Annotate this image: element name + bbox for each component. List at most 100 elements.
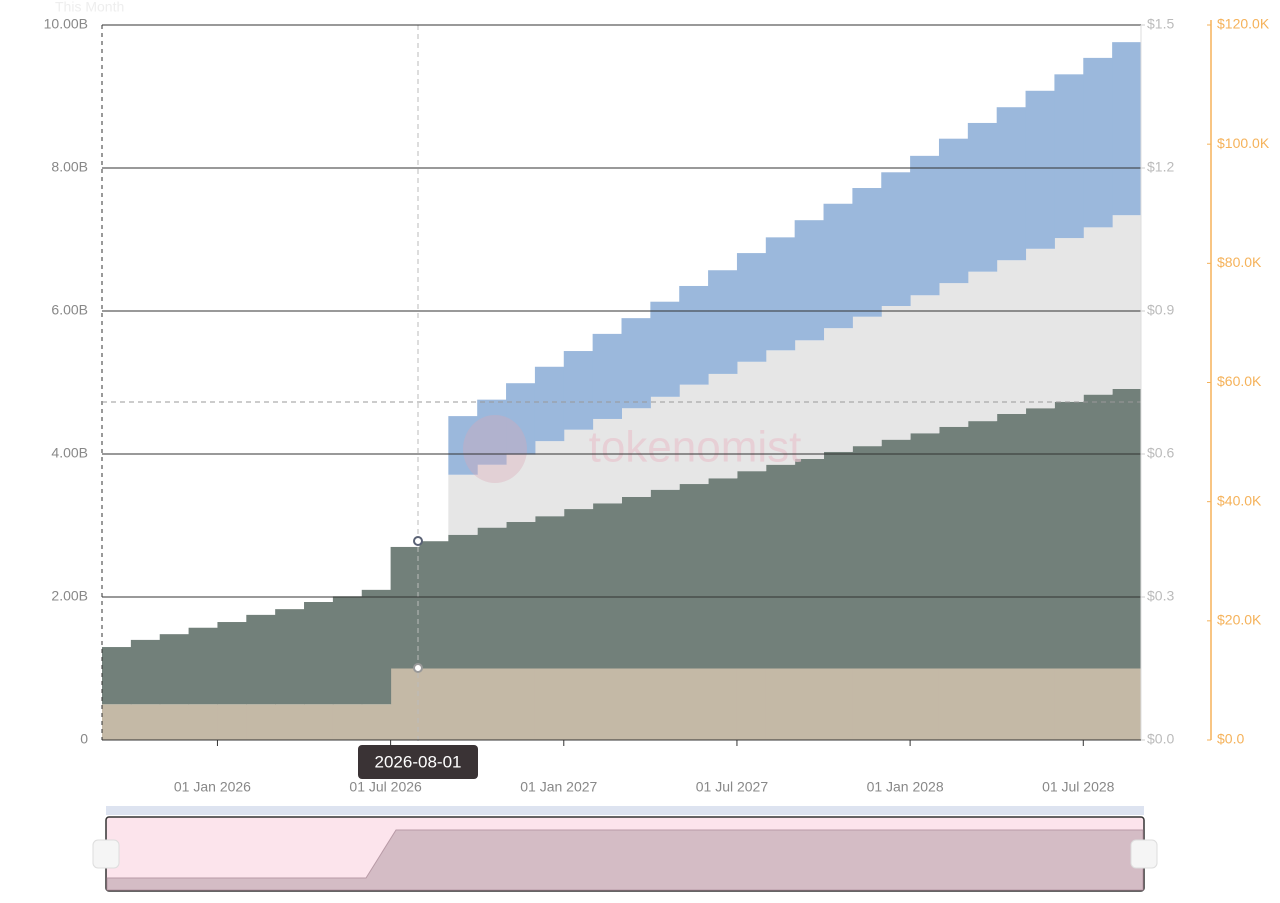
area-step	[736, 471, 767, 669]
area-step	[621, 318, 651, 409]
area-step	[448, 668, 478, 740]
area-step	[881, 172, 911, 306]
area-step	[448, 416, 478, 475]
y2-tick-label: $0.6	[1147, 445, 1174, 461]
area-step	[361, 704, 392, 740]
area-step	[1025, 90, 1055, 249]
area-step	[304, 704, 334, 740]
y-tick-label: 2.00B	[51, 588, 88, 604]
y3-tick-label: $100.0K	[1217, 135, 1270, 151]
slider-handle-right[interactable]	[1130, 839, 1158, 869]
area-step	[910, 668, 940, 740]
area-step	[794, 340, 825, 460]
area-step	[823, 328, 853, 452]
slider-handle-left[interactable]	[92, 839, 120, 869]
area-step	[534, 441, 565, 517]
area-step	[1112, 388, 1142, 669]
area-step	[1054, 401, 1084, 669]
area-step	[852, 188, 882, 317]
area-step	[1054, 238, 1084, 402]
area-step	[823, 451, 853, 669]
area-step	[1112, 215, 1142, 389]
area-step	[881, 439, 911, 669]
area-step	[534, 366, 565, 442]
area-step	[534, 516, 565, 669]
tooltip	[358, 745, 478, 779]
area-step	[506, 454, 536, 522]
area-step	[650, 489, 680, 669]
area-step	[996, 107, 1027, 261]
y3-tick-label: $120.0K	[1217, 16, 1270, 32]
area-step	[621, 496, 651, 669]
area-step	[506, 668, 536, 740]
area-step	[967, 122, 998, 272]
area-step	[765, 237, 796, 351]
x-tick-label: 01 Jul 2027	[696, 779, 769, 795]
hover-point	[413, 663, 423, 673]
area-step	[217, 704, 247, 740]
area-step	[679, 668, 709, 740]
area-step	[679, 484, 709, 669]
area-step	[130, 639, 161, 705]
area-step	[506, 521, 536, 669]
area-step	[332, 596, 363, 705]
area-step	[1112, 42, 1142, 216]
area-step	[477, 668, 507, 740]
area-step	[534, 668, 565, 740]
area-step	[967, 421, 998, 669]
area-step	[910, 433, 940, 669]
area-step	[967, 668, 998, 740]
watermark-logo	[463, 415, 527, 483]
area-step	[506, 383, 536, 455]
area-step	[1025, 248, 1055, 409]
area-step	[823, 668, 853, 740]
tooltip-text: 2026-08-01	[375, 752, 462, 771]
area-step	[938, 138, 969, 284]
area-step	[419, 668, 449, 740]
area-step	[592, 418, 622, 504]
y3-tick-label: $80.0K	[1217, 254, 1262, 270]
area-step	[563, 668, 594, 740]
zoom-slider[interactable]	[92, 806, 1158, 892]
area-step	[794, 220, 825, 341]
area-step	[188, 704, 218, 740]
slider-bar[interactable]	[106, 806, 1144, 815]
y3-tick-label: $20.0K	[1217, 612, 1262, 628]
area-step	[823, 203, 853, 329]
area-step	[217, 622, 247, 705]
area-step	[159, 634, 190, 705]
hover-point	[413, 536, 423, 546]
area-step	[102, 647, 132, 705]
area-step	[708, 270, 738, 374]
area-step	[275, 609, 305, 705]
area-step	[592, 668, 622, 740]
area-step	[1025, 408, 1055, 669]
area-step	[1025, 668, 1055, 740]
area-step	[563, 509, 594, 669]
area-step	[910, 155, 940, 296]
area-step	[1112, 668, 1142, 740]
area-step	[938, 283, 969, 427]
area-step	[708, 373, 738, 479]
watermark: tokenomist	[589, 423, 802, 472]
y-tick-label: 0	[80, 731, 88, 747]
area-step	[679, 285, 709, 385]
area-step	[246, 614, 276, 705]
area-step	[563, 429, 594, 510]
area-step	[852, 446, 882, 669]
area-step	[477, 527, 507, 669]
area-step	[736, 668, 767, 740]
area-step	[1083, 668, 1113, 740]
y2-tick-label: $0.3	[1147, 588, 1174, 604]
area-step	[1054, 668, 1084, 740]
y-tick-label: 4.00B	[51, 445, 88, 461]
area-step	[852, 668, 882, 740]
area-step	[736, 361, 767, 472]
this-month-label: This Month	[55, 0, 124, 15]
area-step	[650, 668, 680, 740]
area-step	[102, 704, 132, 740]
y3-tick-label: $40.0K	[1217, 492, 1262, 508]
area-step	[938, 426, 969, 669]
area-step	[996, 260, 1027, 414]
